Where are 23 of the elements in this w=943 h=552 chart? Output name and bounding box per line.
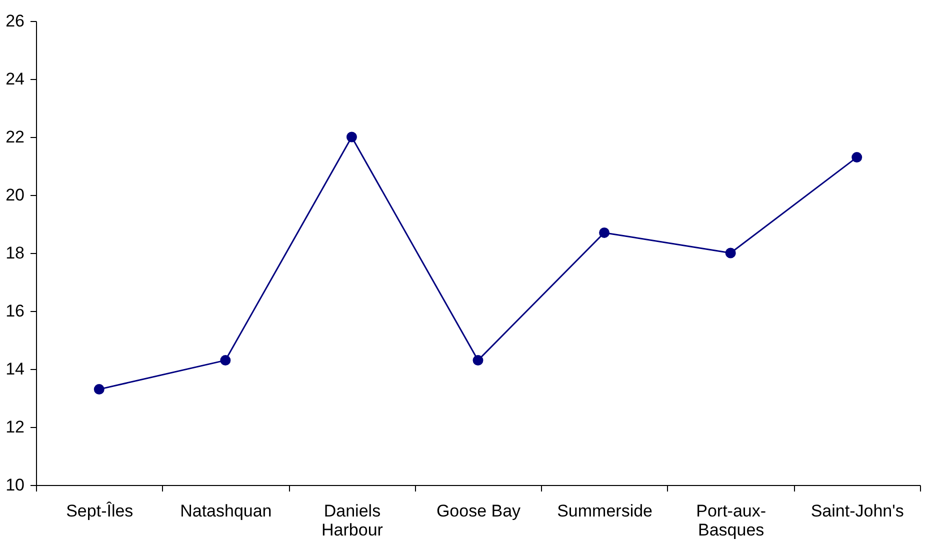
y-tick-label: 16: [6, 302, 24, 320]
y-tick-label: 12: [6, 418, 24, 436]
y-tick-label: 10: [6, 476, 24, 494]
point: [220, 355, 231, 366]
x-tick-label: Natashquan: [180, 502, 272, 520]
x-tick-label: Summerside: [557, 502, 652, 520]
point: [472, 355, 484, 366]
point: [852, 152, 862, 163]
y-tick-label: 14: [6, 360, 24, 378]
x-tick-label: Daniels Harbour: [322, 502, 384, 540]
point: [346, 132, 357, 142]
x-tick-label: Goose Bay: [436, 502, 522, 520]
y-tick-label: 22: [6, 128, 24, 146]
y-tick-label: 24: [6, 70, 24, 88]
y-tick-label: 20: [6, 186, 24, 204]
point: [725, 248, 736, 258]
point: [599, 227, 610, 238]
y-tick-label: 26: [6, 12, 24, 30]
x-tick-label: Saint-John's: [810, 502, 904, 520]
x-tick-label: Port-aux-Basques: [696, 502, 766, 540]
x-tick-label: Sept-Îles: [66, 502, 134, 520]
y-tick-label: 18: [6, 244, 24, 262]
point: [94, 384, 104, 395]
